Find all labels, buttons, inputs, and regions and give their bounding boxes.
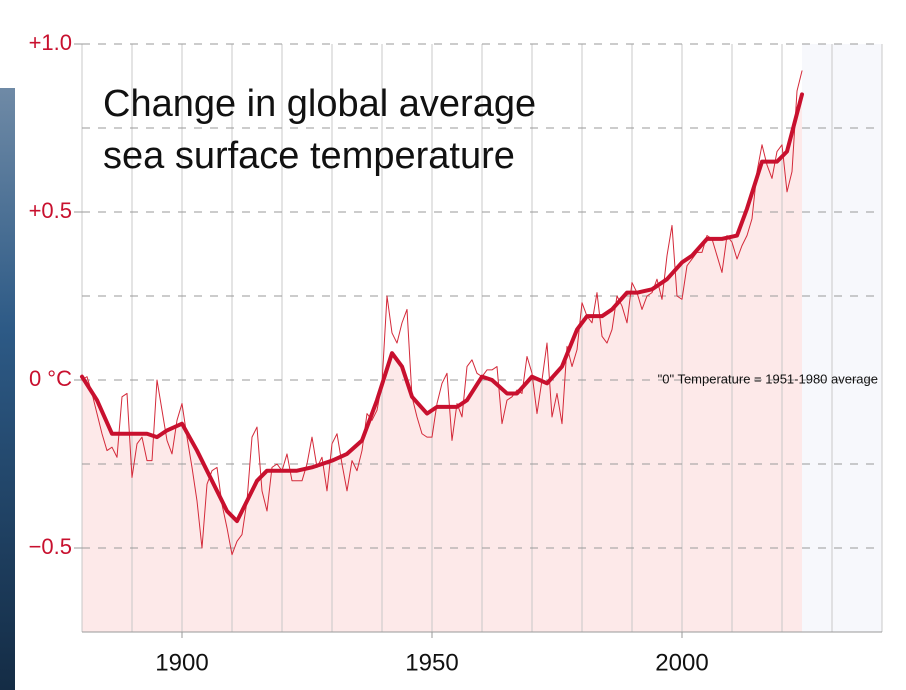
y-tick-label: −0.5	[29, 534, 72, 559]
plot-background	[802, 44, 882, 632]
chart-title: Change in global average sea surface tem…	[103, 83, 537, 177]
series-line	[80, 92, 804, 524]
y-tick-label: +1.0	[29, 30, 72, 55]
plot-area: +1.0 +0.5 0 °C −0.5 1900 1950 2000	[29, 30, 883, 676]
x-tick-label: 1900	[155, 649, 208, 676]
x-tick-label: 1950	[405, 649, 458, 676]
x-tick-label: 2000	[655, 649, 708, 676]
y-tick-label: 0 °C	[29, 366, 72, 391]
area	[82, 94, 802, 632]
background-photo-edge	[0, 88, 15, 690]
y-tick-label: +0.5	[29, 198, 72, 223]
annotation: "0" Temperature = 1951-1980 average	[658, 371, 878, 386]
series-line	[81, 70, 803, 556]
